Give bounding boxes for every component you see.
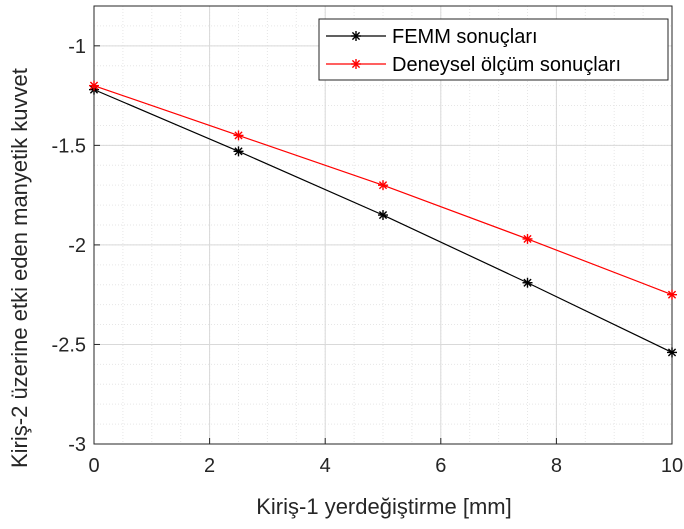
x-tick-label: 8 — [551, 455, 562, 477]
x-tick-label: 10 — [661, 455, 683, 477]
x-axis-ticks: 0 2 4 6 8 10 — [88, 438, 683, 477]
legend-label-2: Deneysel ölçüm sonuçları — [392, 54, 621, 76]
data-point-series-2 — [522, 233, 533, 244]
y-tick-label: -1.5 — [52, 135, 86, 157]
legend: FEMM sonuçları Deneysel ölçüm sonuçları — [318, 18, 669, 81]
legend-marker-1 — [351, 31, 361, 41]
y-axis-label: Kiriş-2 üzerine etki eden manyetik kuvve… — [7, 68, 32, 468]
y-tick-label: -1 — [68, 36, 86, 58]
x-tick-label: 2 — [204, 455, 215, 477]
data-point-series-1 — [378, 210, 388, 221]
data-point-series-2 — [233, 130, 244, 141]
y-tick-label: -3 — [68, 434, 86, 456]
y-axis-ticks: -3 -2.5 -2 -1.5 -1 — [52, 36, 100, 456]
x-axis-label: Kiriş-1 yerdeğiştirme [mm] — [256, 494, 511, 519]
y-tick-label: -2 — [68, 235, 86, 257]
legend-box — [318, 18, 669, 81]
data-point-series-1 — [522, 277, 533, 288]
data-point-series-1 — [233, 146, 244, 157]
x-tick-label: 4 — [320, 455, 331, 477]
legend-marker-2 — [351, 59, 361, 69]
legend-label-1: FEMM sonuçları — [392, 26, 538, 48]
x-tick-label: 6 — [435, 455, 446, 477]
series-layer — [89, 80, 677, 358]
legend-items: FEMM sonuçları Deneysel ölçüm sonuçları — [326, 26, 621, 76]
plot-area-frame — [93, 5, 673, 445]
data-point-series-2 — [667, 289, 677, 300]
y-tick-label: -2.5 — [52, 334, 86, 356]
data-point-series-2 — [89, 80, 99, 91]
data-point-series-2 — [378, 180, 388, 191]
data-point-series-1 — [667, 347, 677, 358]
x-tick-label: 0 — [88, 455, 99, 477]
